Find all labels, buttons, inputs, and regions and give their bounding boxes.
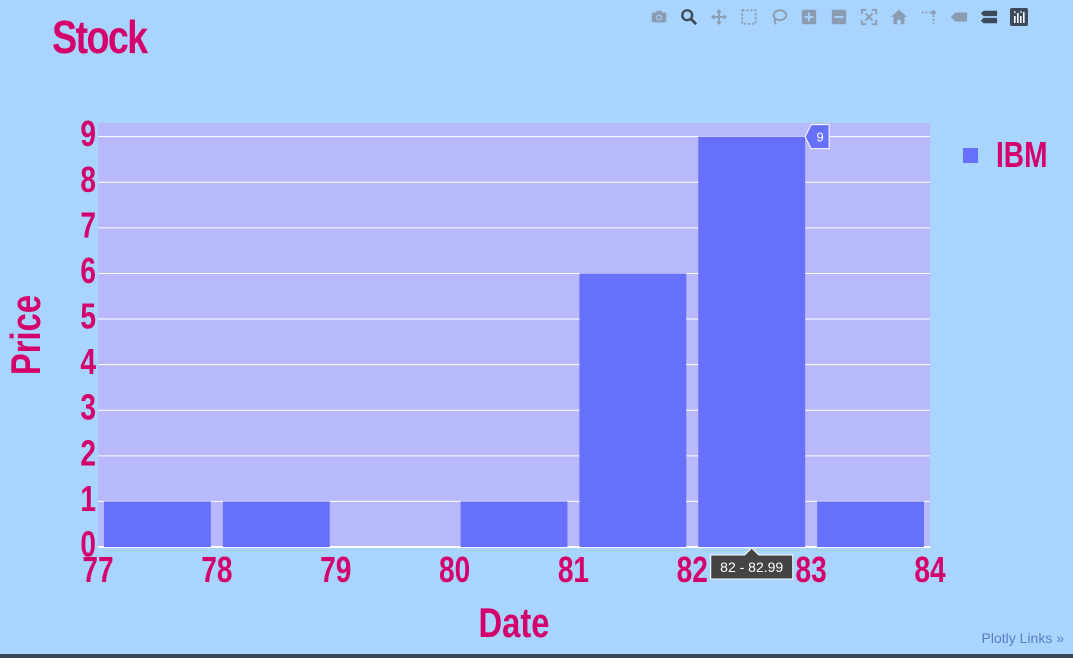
y-tick-label: 5 <box>80 296 96 336</box>
y-hover-label-box <box>804 124 830 150</box>
legend-label: IBM <box>996 134 1048 175</box>
legend-swatch <box>963 147 978 163</box>
y-tick-label: 3 <box>80 387 96 427</box>
x-tick-label: 77 <box>82 550 113 590</box>
chart-title: Stock <box>52 11 148 63</box>
y-tick-label: 7 <box>80 205 96 245</box>
plotly-links[interactable]: Plotly Links » <box>981 630 1064 646</box>
bar[interactable] <box>579 273 687 547</box>
x-axis-ticks: 77 78 79 80 81 82 83 84 <box>82 550 945 590</box>
hover-tooltips: 9 82 - 82.99 <box>710 124 830 580</box>
zoom-in-icon[interactable] <box>794 6 824 28</box>
bar[interactable] <box>104 501 211 547</box>
y-axis-ticks: 0 1 2 3 4 5 6 7 8 9 <box>80 114 96 564</box>
plot-background[interactable] <box>98 123 930 547</box>
spike-lines-icon[interactable] <box>914 6 944 28</box>
legend-item-ibm[interactable]: IBM <box>963 134 1062 176</box>
y-tick-label: 4 <box>80 342 96 382</box>
y-tick-label: 6 <box>80 251 96 291</box>
x-tick-label: 81 <box>558 550 589 590</box>
autoscale-icon[interactable] <box>854 6 884 28</box>
y-tick-label: 1 <box>80 479 96 519</box>
x-hover-label: 82 - 82.99 <box>720 559 783 575</box>
y-tick-label: 2 <box>80 433 96 473</box>
bar[interactable] <box>698 136 806 547</box>
y-tick-label: 0 <box>80 524 96 564</box>
reset-axes-icon[interactable] <box>884 6 914 28</box>
y-hover-label: 9 <box>817 130 824 145</box>
x-tick-label: 80 <box>439 550 470 590</box>
box-select-icon[interactable] <box>734 6 764 28</box>
hover-compare-icon[interactable] <box>974 6 1004 28</box>
bar[interactable] <box>817 501 924 547</box>
bar[interactable] <box>222 501 330 547</box>
camera-icon[interactable] <box>644 6 674 28</box>
x-tick-label: 79 <box>320 550 351 590</box>
bar-series-ibm <box>104 136 924 547</box>
zoom-out-icon[interactable] <box>824 6 854 28</box>
bottom-bar <box>0 654 1073 658</box>
x-axis-label: Date <box>479 599 550 646</box>
x-tick-label: 84 <box>914 550 945 590</box>
x-hover-label-box <box>710 547 794 580</box>
hover-closest-icon[interactable] <box>944 6 974 28</box>
pan-icon[interactable] <box>704 6 734 28</box>
lasso-select-icon[interactable] <box>764 6 794 28</box>
x-tick-label: 82 <box>677 550 708 590</box>
y-axis-label: Price <box>2 295 49 375</box>
y-tick-label: 8 <box>80 159 96 199</box>
zoom-icon[interactable] <box>674 6 704 28</box>
y-tick-label: 9 <box>80 114 96 154</box>
bar[interactable] <box>460 501 568 547</box>
x-tick-label: 83 <box>796 550 827 590</box>
modebar <box>644 6 1034 28</box>
x-tick-label: 78 <box>201 550 232 590</box>
plotly-logo-icon[interactable] <box>1004 6 1034 28</box>
